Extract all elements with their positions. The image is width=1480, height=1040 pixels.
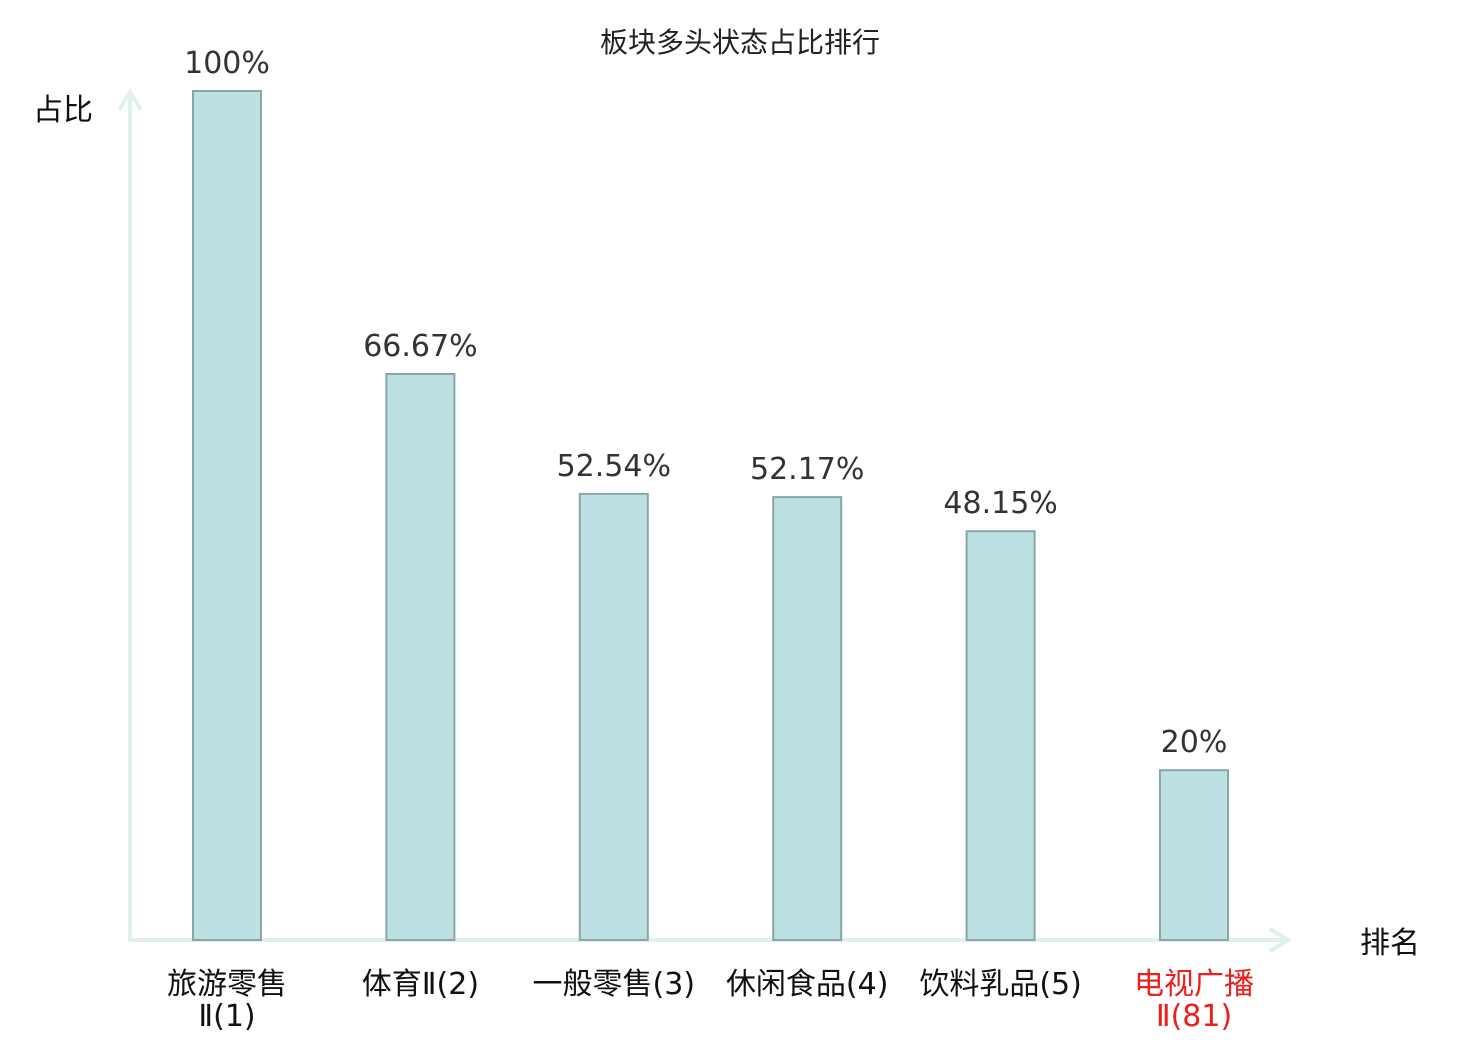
value-label: 66.67% xyxy=(363,329,477,364)
axes xyxy=(117,88,1292,953)
x-axis-label: 排名 xyxy=(1360,926,1420,961)
category-label: 电视广播 xyxy=(1134,967,1254,1002)
value-label: 48.15% xyxy=(943,486,1057,521)
bars xyxy=(192,90,1229,942)
y-axis-label: 占比 xyxy=(33,93,93,128)
category-label-line2: Ⅱ(1) xyxy=(198,999,255,1034)
category-label: 休闲食品(4) xyxy=(726,967,889,1002)
category-label: 一般零售(3) xyxy=(533,967,696,1002)
x-axis-arrow xyxy=(1268,927,1292,953)
chart-title: 板块多头状态占比排行 xyxy=(600,26,880,59)
bar xyxy=(578,492,649,941)
category-label-line2: Ⅱ(81) xyxy=(1156,999,1232,1034)
category-label: 饮料乳品(5) xyxy=(919,967,1082,1002)
bar xyxy=(772,496,843,941)
value-labels: 100% 66.67% 52.54% 52.17% 48.15% 20% xyxy=(184,46,1227,760)
bar xyxy=(965,530,1036,941)
value-label: 52.17% xyxy=(750,452,864,487)
bar xyxy=(385,373,456,941)
bar xyxy=(1159,769,1229,942)
value-label: 52.54% xyxy=(557,449,671,484)
bar xyxy=(192,90,262,941)
category-label: 体育Ⅱ(2) xyxy=(362,967,479,1002)
value-label: 20% xyxy=(1161,725,1228,760)
value-label: 100% xyxy=(184,46,270,81)
y-axis-arrow xyxy=(117,88,143,112)
category-label: 旅游零售 xyxy=(167,967,287,1002)
